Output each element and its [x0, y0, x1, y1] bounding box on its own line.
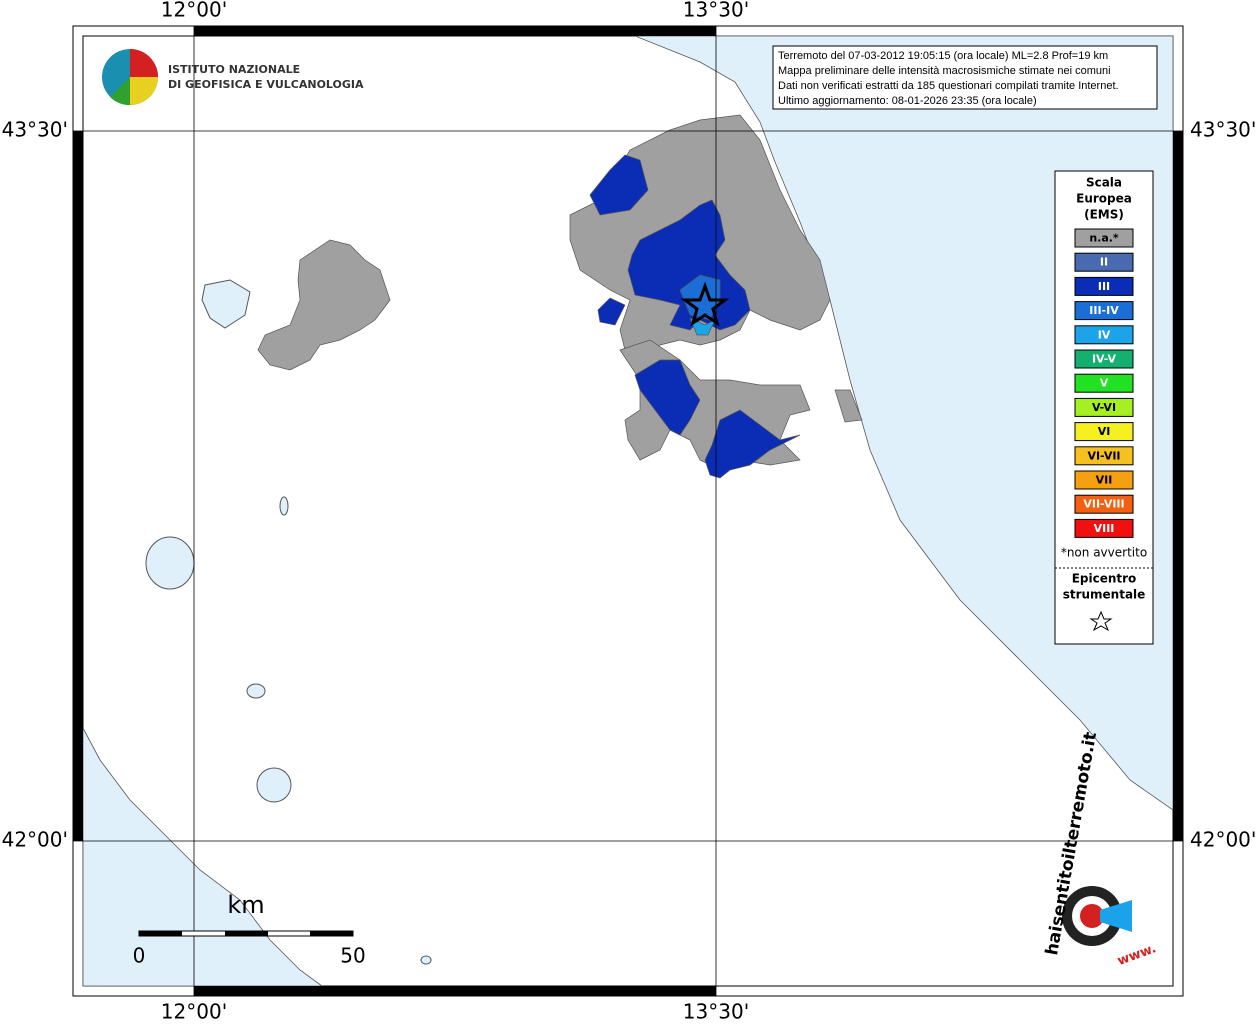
lake [420, 955, 432, 965]
logo-wedge [130, 49, 158, 77]
legend-swatch [1074, 373, 1134, 393]
lon-label: 13°30' [683, 1000, 749, 1024]
legend-title: Europea [1076, 192, 1132, 206]
lake [145, 536, 195, 590]
legend-label: VI [1098, 425, 1111, 438]
legend-label: n.a.* [1089, 232, 1119, 245]
scale-unit: km [227, 891, 264, 919]
legend-swatch [1074, 422, 1134, 442]
legend-label: VII [1096, 474, 1113, 487]
info-line: Ultimo aggiornamento: 08-01-2026 23:35 (… [778, 95, 1037, 107]
frame-bar [194, 26, 716, 36]
site-logo [1100, 900, 1132, 932]
municipality [834, 389, 863, 423]
legend-epicenter: strumentale [1063, 588, 1146, 602]
frame-bar [73, 131, 83, 841]
legend-label: IV [1098, 328, 1111, 341]
legend-label: V [1100, 377, 1109, 390]
municipality [634, 359, 701, 436]
legend-swatch [1074, 349, 1134, 369]
legend-label: VIII [1094, 522, 1115, 535]
lon-label: 12°00' [161, 0, 227, 22]
frame-bar [194, 986, 716, 996]
legend-title: Scala [1086, 176, 1122, 190]
scale-label: 0 [133, 944, 146, 968]
adriatic-sea [634, 35, 1174, 811]
info-line: Mappa preliminare delle intensità macros… [778, 65, 1111, 77]
legend-title: (EMS) [1084, 208, 1124, 222]
legend-note: *non avvertito [1061, 546, 1147, 560]
legend-label: II [1100, 256, 1108, 269]
info-line: Dati non verificati estratti da 185 ques… [778, 80, 1119, 92]
legend-swatch [1074, 470, 1134, 490]
logo-wedge [110, 77, 130, 106]
legend-swatch [1074, 301, 1134, 321]
institute-name: DI GEOFISICA E VULCANOLOGIA [168, 78, 364, 91]
scale-segment [139, 931, 182, 936]
legend-swatch [1074, 446, 1134, 466]
legend-label: III-IV [1089, 304, 1119, 317]
info-line: Terremoto del 07-03-2012 19:05:15 (ora l… [778, 50, 1108, 62]
legend-label: VII-VIII [1083, 498, 1124, 511]
legend: Scala Europea (EMS) *non avvertito Epice… [1054, 170, 1154, 645]
legend-swatch [1074, 276, 1134, 296]
legend-label: IV-V [1092, 353, 1117, 366]
scale-segment [225, 931, 268, 936]
lat-label: 42°00' [1190, 828, 1256, 852]
municipality [704, 409, 801, 479]
lake [246, 683, 266, 699]
institute-name: ISTITUTO NAZIONALE [168, 63, 300, 76]
municipality [257, 239, 391, 371]
lat-label: 43°30' [1190, 118, 1256, 142]
legend-swatch [1074, 494, 1134, 514]
lon-label: 12°00' [161, 1000, 227, 1024]
lon-label: 13°30' [683, 0, 749, 22]
scale-label: 50 [340, 944, 365, 968]
legend-swatch [1074, 228, 1134, 248]
legend-swatch [1074, 252, 1134, 272]
legend-label: VI-VII [1087, 449, 1120, 462]
legend-label: V-VI [1092, 401, 1116, 414]
lat-label: 42°00' [2, 828, 68, 852]
municipality [589, 154, 649, 216]
legend-swatch [1074, 325, 1134, 345]
scale-segment [310, 931, 353, 936]
info-box [772, 45, 1158, 110]
lat-label: 43°30' [2, 118, 68, 142]
municipality [597, 297, 626, 326]
lake [256, 767, 292, 803]
frame-bar [1173, 131, 1183, 841]
legend-label: III [1098, 280, 1110, 293]
legend-swatch [1074, 397, 1134, 417]
lake [201, 279, 251, 329]
legend-epicenter: Epicentro [1072, 572, 1137, 586]
legend-star [1089, 610, 1113, 632]
lake [279, 496, 289, 516]
legend-swatch [1074, 518, 1134, 538]
site-logo [1080, 904, 1104, 928]
epicenter-star [680, 281, 730, 327]
logo-wedge [130, 77, 158, 105]
